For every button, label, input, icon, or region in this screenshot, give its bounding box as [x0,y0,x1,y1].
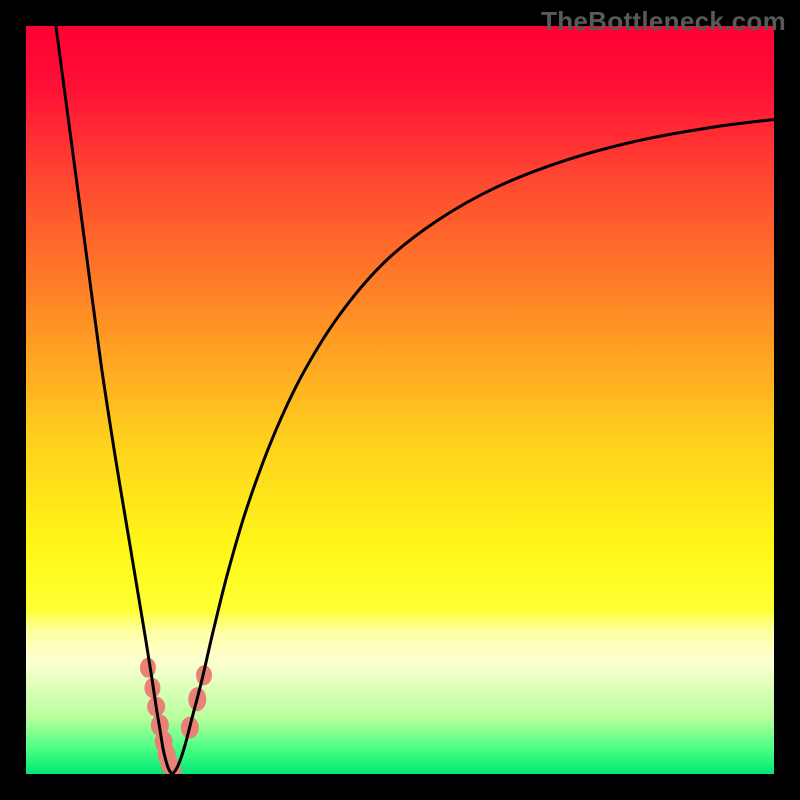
plot-background-gradient [26,26,774,774]
chart-svg [0,0,800,800]
bottleneck-chart: TheBottleneck.com [0,0,800,800]
watermark-text: TheBottleneck.com [541,6,786,37]
